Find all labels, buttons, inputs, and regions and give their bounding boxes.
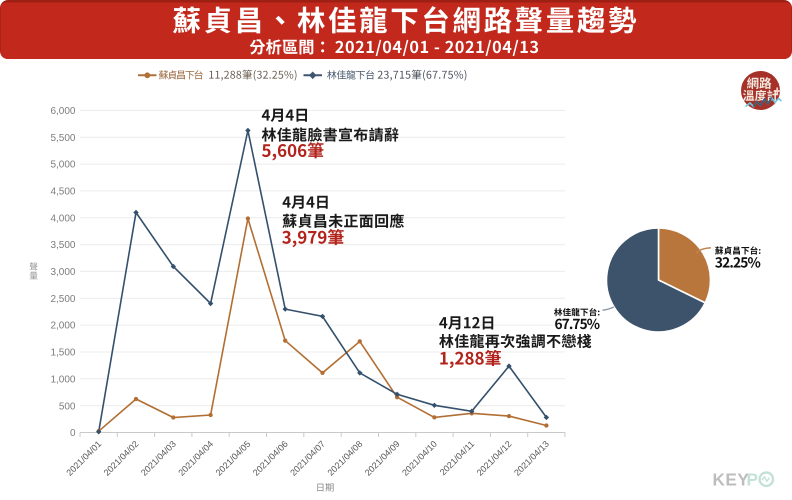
svg-text:2021/04/09: 2021/04/09 [363, 439, 402, 478]
svg-text:2021/04/11: 2021/04/11 [438, 439, 476, 477]
svg-text:2021/04/05: 2021/04/05 [214, 439, 253, 478]
svg-text:500: 500 [59, 401, 76, 412]
svg-text:4,500: 4,500 [50, 187, 75, 198]
svg-text:2021/04/10: 2021/04/10 [400, 439, 439, 478]
svg-text:2021/04/04: 2021/04/04 [176, 439, 215, 478]
svg-text:2021/04/01: 2021/04/01 [64, 439, 103, 478]
svg-text:2021/04/13: 2021/04/13 [512, 439, 551, 478]
svg-text:3,000: 3,000 [50, 267, 75, 278]
svg-text:1,500: 1,500 [50, 348, 75, 359]
svg-text:2,000: 2,000 [50, 321, 75, 332]
svg-text:P: P [747, 470, 758, 490]
svg-text:3,500: 3,500 [50, 240, 75, 251]
svg-text:2021/04/12: 2021/04/12 [475, 439, 514, 478]
svg-text:KEY: KEY [713, 470, 750, 490]
svg-text:2021/04/06: 2021/04/06 [251, 439, 290, 478]
svg-text:1,000: 1,000 [50, 374, 75, 385]
svg-text:5,000: 5,000 [50, 160, 75, 171]
svg-text:2021/04/03: 2021/04/03 [139, 439, 178, 478]
svg-text:2,500: 2,500 [50, 294, 75, 305]
svg-text:2021/04/08: 2021/04/08 [325, 439, 364, 478]
svg-text:0: 0 [70, 428, 76, 439]
svg-text:2021/04/07: 2021/04/07 [288, 439, 327, 478]
svg-text:6,000: 6,000 [50, 106, 75, 117]
svg-text:4,000: 4,000 [50, 213, 75, 224]
svg-text:2021/04/02: 2021/04/02 [102, 439, 141, 478]
svg-text:5,500: 5,500 [50, 133, 75, 144]
